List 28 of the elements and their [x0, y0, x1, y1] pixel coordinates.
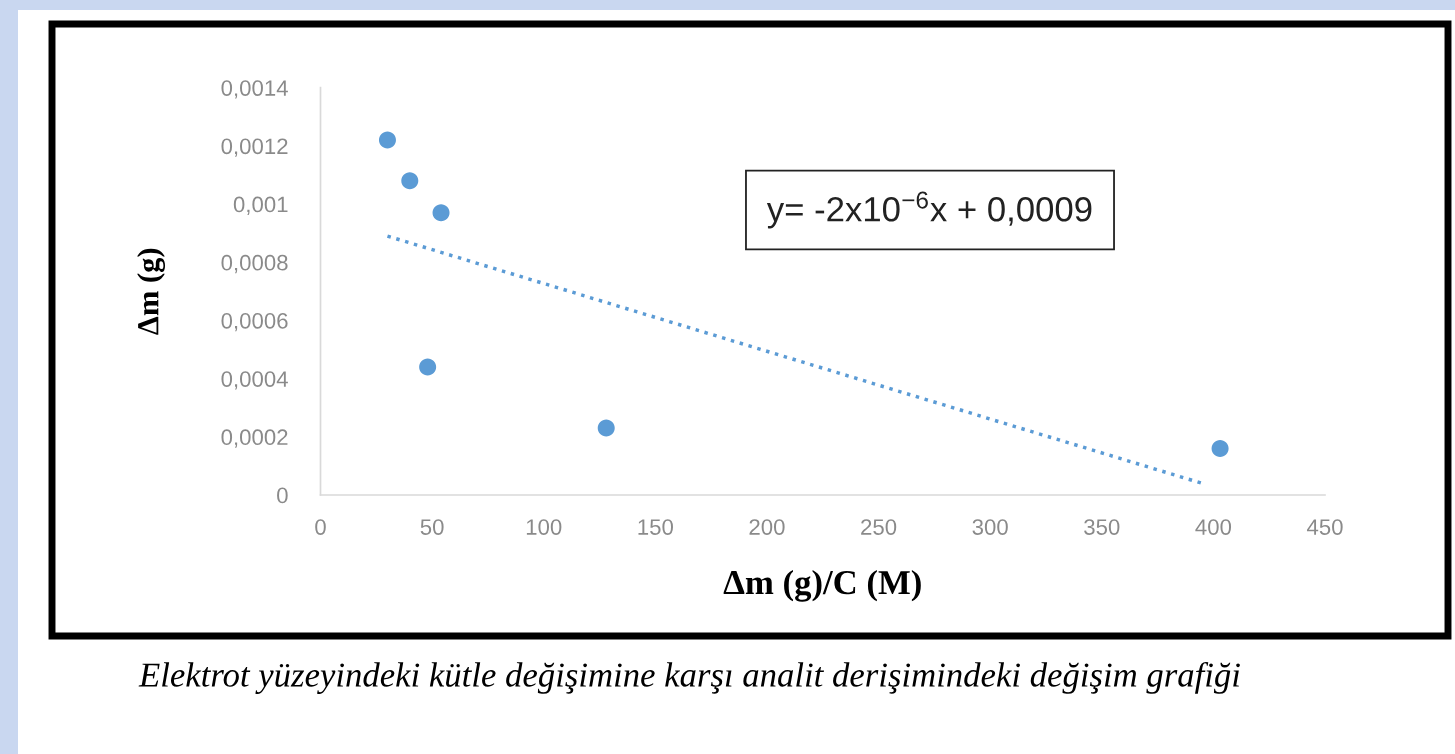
point	[419, 358, 437, 376]
x-tick-label: 300	[972, 519, 1008, 535]
x-axis-title: Δm (g)/C (M)	[723, 569, 921, 602]
y-tick-label: 0,0014	[221, 80, 288, 99]
annotation: y= -2x10$^{−6}$x + 0,0009	[766, 191, 1092, 229]
x-tick-label: 150	[638, 519, 673, 535]
point	[378, 131, 396, 149]
x-tick-label: 100	[526, 519, 562, 535]
x-tick-label: 450	[1306, 519, 1343, 535]
y-tick-label: 0	[277, 487, 288, 504]
point	[1211, 439, 1229, 457]
y-tick-label: 0,0008	[221, 254, 288, 274]
text: Elektrot yüzeyindeki kütle değişimine karşı analit derişimindeki değişim grafiği	[138, 662, 1240, 694]
y-tick-label: 0,001	[233, 196, 288, 215]
point	[597, 419, 615, 437]
y-tick-label: 0,0002	[221, 429, 288, 448]
point	[401, 172, 419, 190]
x-tick-label: 250	[861, 519, 897, 535]
x-tick-label: 50	[420, 519, 444, 535]
y-tick-label: 0,0012	[221, 138, 288, 157]
x-tick-label: 0	[315, 519, 326, 535]
x-tick-label: 200	[749, 519, 785, 535]
point	[432, 204, 450, 222]
y-axis-title: Δm (g)	[137, 248, 166, 335]
x-tick-label: 400	[1195, 519, 1232, 535]
x-tick-label: 350	[1084, 519, 1120, 535]
y-tick-label: 0,0004	[221, 371, 288, 390]
y-tick-label: 0,0006	[221, 312, 288, 332]
